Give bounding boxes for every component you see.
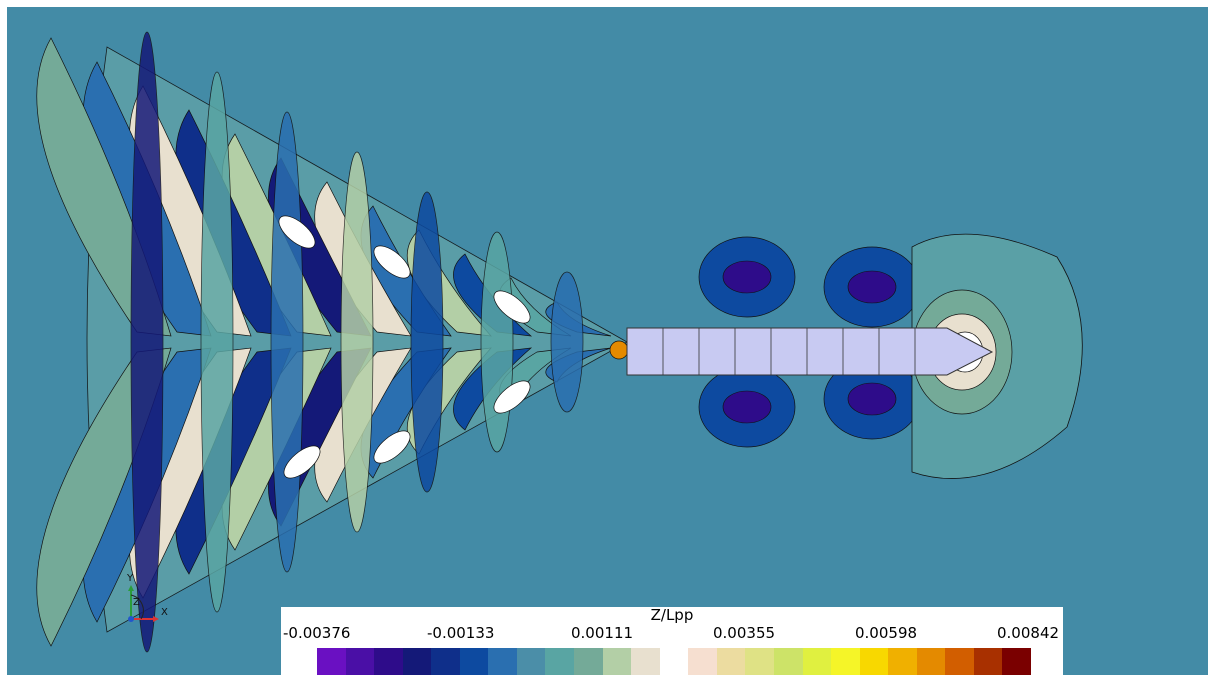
legend-swatch [345, 648, 375, 675]
crest-highlight [278, 215, 316, 249]
legend-swatch [831, 648, 861, 675]
crest-highlight [373, 430, 411, 464]
legend-swatch [916, 648, 946, 675]
legend-swatch [488, 648, 518, 675]
legend-swatch [459, 648, 489, 675]
axis-y-label: Y [127, 573, 134, 584]
shoulder-trough-core [847, 382, 897, 416]
legend-tick: 0.00842 [997, 624, 1060, 642]
legend-swatch [431, 648, 461, 675]
transverse-wave [270, 111, 304, 573]
legend-swatch [973, 648, 1003, 675]
legend-swatch [1002, 648, 1032, 675]
axes-triad: Y Z X [119, 573, 179, 630]
color-legend: Z/Lpp -0.00376 -0.00133 0.00111 0.00355 … [281, 607, 1063, 675]
legend-swatch [516, 648, 546, 675]
legend-tick: -0.00376 [283, 624, 351, 642]
axis-z-label: Z [133, 597, 140, 608]
crest-highlight [283, 445, 321, 479]
legend-title: Z/Lpp [650, 606, 694, 624]
legend-tick: 0.00598 [855, 624, 918, 642]
transverse-wave [550, 271, 584, 413]
hull-outline [626, 327, 994, 376]
legend-swatch [945, 648, 975, 675]
axes-triad-icon [128, 585, 159, 622]
shoulder-trough-core [722, 260, 772, 294]
bow-wave-contours [609, 233, 1083, 479]
legend-swatch [802, 648, 832, 675]
legend-swatch [745, 648, 775, 675]
legend-swatch [317, 648, 347, 675]
axis-x-label: X [161, 607, 168, 618]
crest-highlight [493, 380, 531, 414]
wave-contour-plot [36, 31, 1083, 653]
legend-swatch [773, 648, 803, 675]
legend-tick: 0.00111 [571, 624, 634, 642]
transverse-wave [480, 231, 514, 453]
stern-peak [609, 340, 629, 360]
transverse-wave [200, 71, 234, 613]
wave-field-view[interactable]: Y Z X Z/Lpp -0.00376 -0.00133 0.00111 0.… [7, 7, 1208, 675]
legend-swatch [659, 648, 689, 675]
transverse-wave [410, 191, 444, 493]
legend-swatch [859, 648, 889, 675]
legend-swatch [374, 648, 404, 675]
legend-swatch [631, 648, 661, 675]
transverse-wave [130, 31, 164, 653]
legend-tick: 0.00355 [713, 624, 776, 642]
shoulder-trough-core [722, 390, 772, 424]
legend-tick: -0.00133 [427, 624, 495, 642]
ship-hull [626, 327, 994, 376]
legend-swatch [545, 648, 575, 675]
legend-swatch [688, 648, 718, 675]
kelvin-wake-contours [36, 31, 921, 653]
shoulder-trough-core [847, 270, 897, 304]
transverse-wave [340, 151, 374, 533]
legend-swatch [402, 648, 432, 675]
legend-swatch [716, 648, 746, 675]
legend-colorbar [317, 648, 1032, 675]
legend-swatch [888, 648, 918, 675]
crest-highlight [493, 290, 531, 324]
legend-swatch [602, 648, 632, 675]
legend-swatch [574, 648, 604, 675]
crest-highlight [373, 245, 411, 279]
